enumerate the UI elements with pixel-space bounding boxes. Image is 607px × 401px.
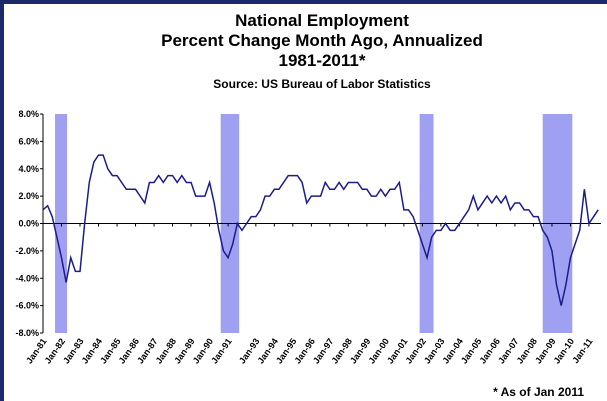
y-tick-label: 8.0% xyxy=(18,109,39,119)
y-tick-label: -6.0% xyxy=(15,301,39,311)
y-tick-label: 6.0% xyxy=(18,136,39,146)
y-tick-label: -4.0% xyxy=(15,273,39,283)
footnote: * As of Jan 2011 xyxy=(493,385,584,399)
title-line: National Employment xyxy=(235,11,409,30)
title-line: Percent Change Month Ago, Annualized xyxy=(161,31,483,50)
y-tick-label: 0.0% xyxy=(18,219,39,229)
y-tick-label: 4.0% xyxy=(18,164,39,174)
y-tick-label: 2.0% xyxy=(18,191,39,201)
series-line xyxy=(42,154,599,306)
y-tick-label: -8.0% xyxy=(15,328,39,338)
title-line: 1981-2011* xyxy=(279,51,366,70)
subtitle: Source: US Bureau of Labor Statistics xyxy=(213,77,431,91)
y-tick-label: -2.0% xyxy=(15,246,39,256)
